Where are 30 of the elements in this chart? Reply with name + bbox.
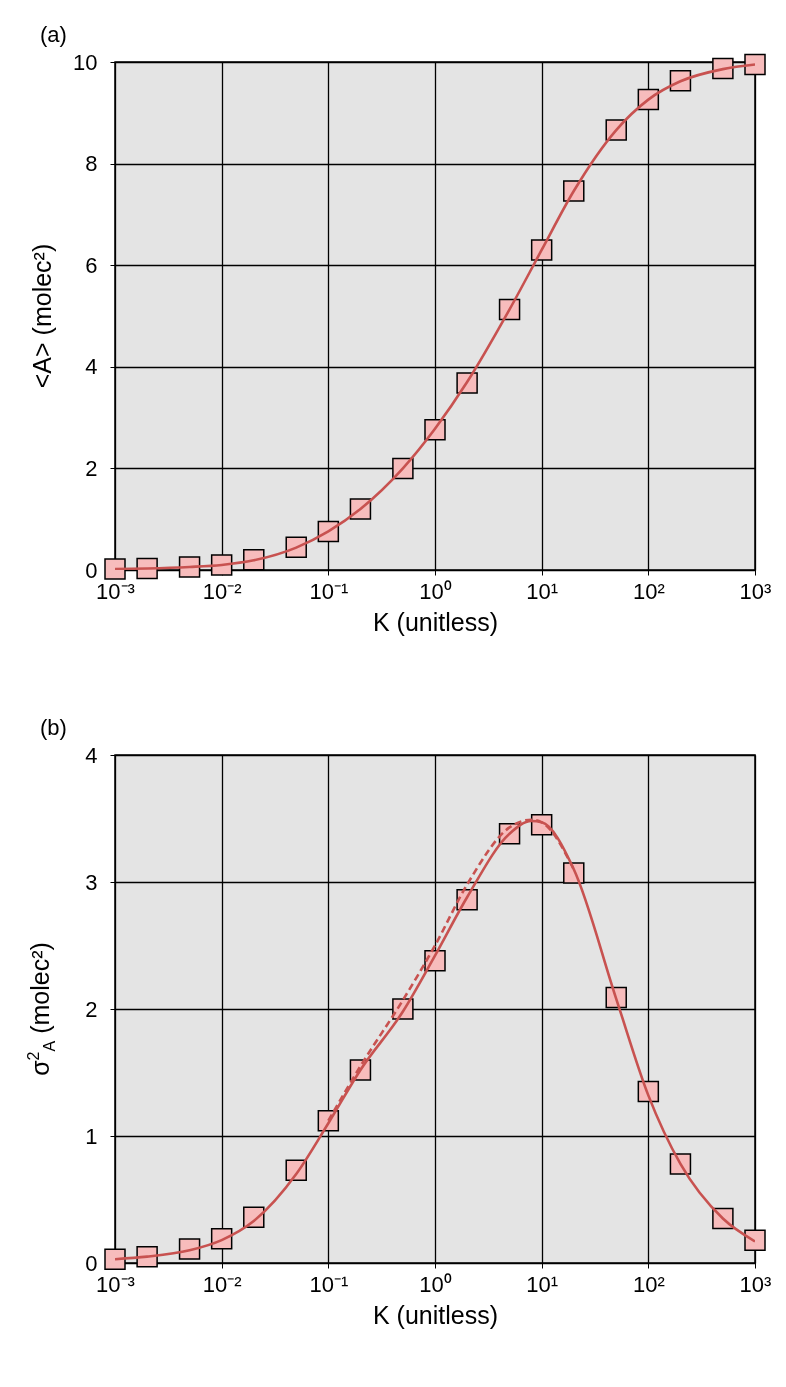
x-axis-title: K (unitless)	[372, 607, 499, 636]
x-tick-label: 10⁰	[419, 1271, 452, 1297]
x-tick-label: 10⁻²	[202, 578, 242, 604]
chart-title: (b)	[40, 715, 67, 740]
x-tick-label: 10³	[739, 1271, 772, 1297]
x-tick-label: 10⁻³	[96, 578, 135, 604]
chart-title: (a)	[40, 22, 67, 47]
x-tick-label: 10⁻¹	[309, 1271, 349, 1297]
x-tick-label: 10⁻³	[96, 1271, 135, 1297]
x-tick-label: 10²	[632, 1271, 665, 1297]
y-tick-label: 3	[85, 869, 98, 895]
x-tick-label: 10⁰	[419, 578, 452, 604]
x-tick-label: 10⁻²	[202, 1271, 242, 1297]
y-tick-label: 4	[85, 354, 98, 380]
x-tick-label: 10²	[632, 578, 665, 604]
x-tick-label: 10⁻¹	[309, 578, 349, 604]
x-axis-title: K (unitless)	[372, 1300, 499, 1329]
y-tick-label: 1	[85, 1123, 98, 1149]
y-tick-label: 6	[85, 252, 98, 278]
x-tick-label: 10³	[739, 578, 772, 604]
x-tick-label: 10¹	[526, 578, 559, 604]
y-tick-label: 0	[85, 1250, 98, 1276]
y-tick-label: 8	[85, 151, 98, 177]
y-axis-title: <A> (molec²)	[27, 243, 57, 389]
y-tick-label: 10	[73, 49, 98, 75]
y-tick-label: 4	[85, 742, 98, 768]
x-tick-label: 10¹	[526, 1271, 559, 1297]
y-tick-label: 2	[85, 455, 98, 481]
y-tick-label: 2	[85, 996, 98, 1022]
y-tick-label: 0	[85, 557, 98, 583]
